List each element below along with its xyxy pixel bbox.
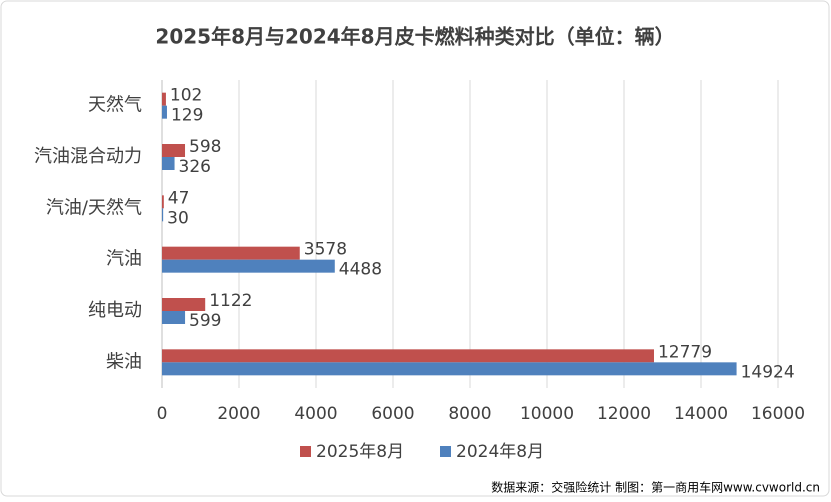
legend-swatch: [300, 446, 311, 457]
bar: [162, 246, 300, 260]
x-tick-label: 4000: [294, 404, 337, 424]
x-tick-label: 14000: [674, 404, 728, 424]
data-label: 326: [179, 157, 211, 177]
y-tick-label: 柴油: [106, 351, 142, 372]
bar: [162, 349, 654, 363]
bar: [162, 311, 186, 324]
x-tick-label: 0: [157, 404, 168, 424]
x-tick-label: 16000: [751, 404, 805, 424]
data-label: 1122: [209, 291, 252, 311]
source-note: 数据来源：交强险统计 制图：第一商用车网www.cvworld.cn: [491, 480, 820, 495]
legend-label: 2025年8月: [316, 442, 404, 462]
data-label: 598: [189, 137, 221, 157]
data-label: 30: [167, 208, 189, 228]
data-label: 102: [170, 86, 202, 106]
x-tick-label: 2000: [217, 404, 260, 424]
data-label: 3578: [304, 240, 347, 260]
data-label: 129: [171, 106, 203, 126]
x-tick-label: 12000: [597, 404, 651, 424]
bar: [162, 208, 164, 222]
bar: [162, 195, 164, 209]
bar: [162, 144, 186, 157]
bar: [162, 362, 737, 376]
bar: [162, 298, 206, 311]
data-label: 47: [168, 188, 190, 208]
x-tick-label: 6000: [371, 404, 414, 424]
bar: [162, 157, 175, 170]
y-tick-label: 汽油: [106, 249, 142, 270]
x-tick-label: 8000: [448, 404, 491, 424]
bar: [162, 259, 335, 273]
bar: [162, 92, 166, 106]
data-label: 14924: [741, 362, 795, 382]
chart-title: 2025年8月与2024年8月皮卡燃料种类对比（单位：辆）: [155, 25, 674, 49]
bar: [162, 105, 167, 119]
x-tick-label: 10000: [520, 404, 574, 424]
y-tick-label: 纯电动: [88, 300, 142, 321]
data-label: 12779: [658, 342, 712, 362]
legend-swatch: [440, 446, 451, 457]
y-tick-label: 天然气: [88, 95, 142, 116]
data-label: 599: [189, 311, 221, 331]
y-tick-label: 汽油混合动力: [34, 146, 142, 167]
y-tick-label: 汽油/天然气: [46, 197, 142, 218]
data-label: 4488: [339, 260, 382, 280]
legend-label: 2024年8月: [456, 442, 544, 462]
